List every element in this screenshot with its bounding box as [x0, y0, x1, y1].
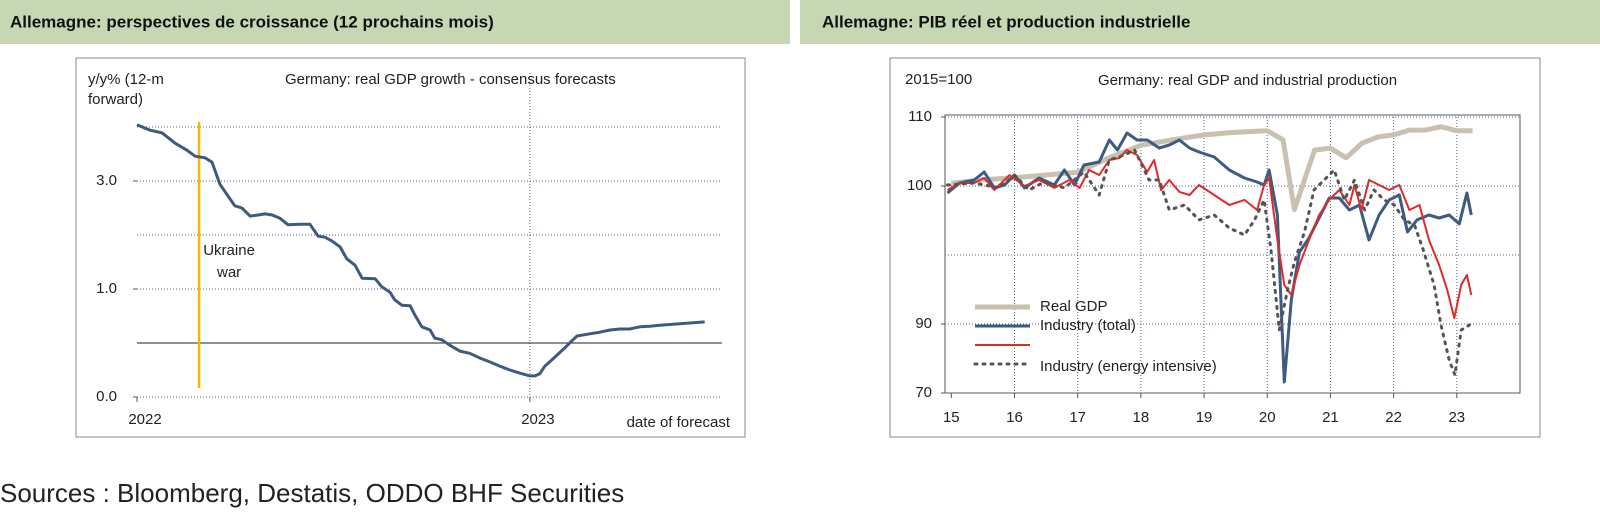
series-line: [946, 149, 1473, 320]
x-tick-label: 2022: [128, 411, 161, 428]
x-tick-label: 21: [1322, 409, 1339, 426]
x-axis-label: date of forecast: [627, 414, 731, 431]
x-tick-label: 15: [943, 409, 960, 426]
y-tick-label: 1.0: [96, 280, 117, 297]
legend-label: Real GDP: [1040, 298, 1108, 315]
x-tick-label: 22: [1385, 409, 1402, 426]
x-tick-label: 17: [1069, 409, 1086, 426]
annotation: Ukraine: [203, 242, 255, 259]
legend-label: Industry (energy intensive): [1040, 358, 1217, 375]
header-title: Allemagne: PIB réel et production indust…: [822, 12, 1190, 31]
series-line: [136, 123, 705, 378]
source: Sources : Bloomberg, Destatis, ODDO BHF …: [0, 478, 624, 508]
y-axis-label: 2015=100: [905, 71, 972, 88]
chart-title: Germany: real GDP and industrial product…: [1098, 72, 1397, 89]
plot-area: [944, 114, 1521, 394]
annotation: war: [216, 264, 241, 281]
y-tick-label: 0.0: [96, 388, 117, 405]
series-line: [946, 148, 1471, 377]
chart-frame: [75, 57, 746, 438]
y-tick-label: 110: [908, 108, 932, 125]
chart-title: Germany: real GDP growth - consensus for…: [285, 71, 616, 88]
y-axis-label: forward): [88, 91, 143, 108]
y-tick-label: 90: [915, 315, 932, 332]
header-bar: [800, 0, 1600, 44]
x-tick-label: 20: [1259, 409, 1276, 426]
x-tick-label: 23: [1448, 409, 1465, 426]
y-tick-label: 100: [907, 177, 932, 194]
x-tick-label: 19: [1196, 409, 1213, 426]
x-tick-label: 16: [1006, 409, 1023, 426]
header-bar: [0, 0, 790, 44]
header-title: Allemagne: perspectives de croissance (1…: [10, 12, 494, 31]
x-tick-label: 18: [1133, 409, 1150, 426]
series-line: [951, 124, 1473, 212]
legend-label: Industry (total): [1040, 317, 1136, 334]
y-tick-label: 70: [915, 384, 932, 401]
y-axis-label: y/y% (12-m: [88, 71, 164, 88]
y-tick-label: 3.0: [96, 172, 117, 189]
x-tick-label: 2023: [521, 411, 554, 428]
